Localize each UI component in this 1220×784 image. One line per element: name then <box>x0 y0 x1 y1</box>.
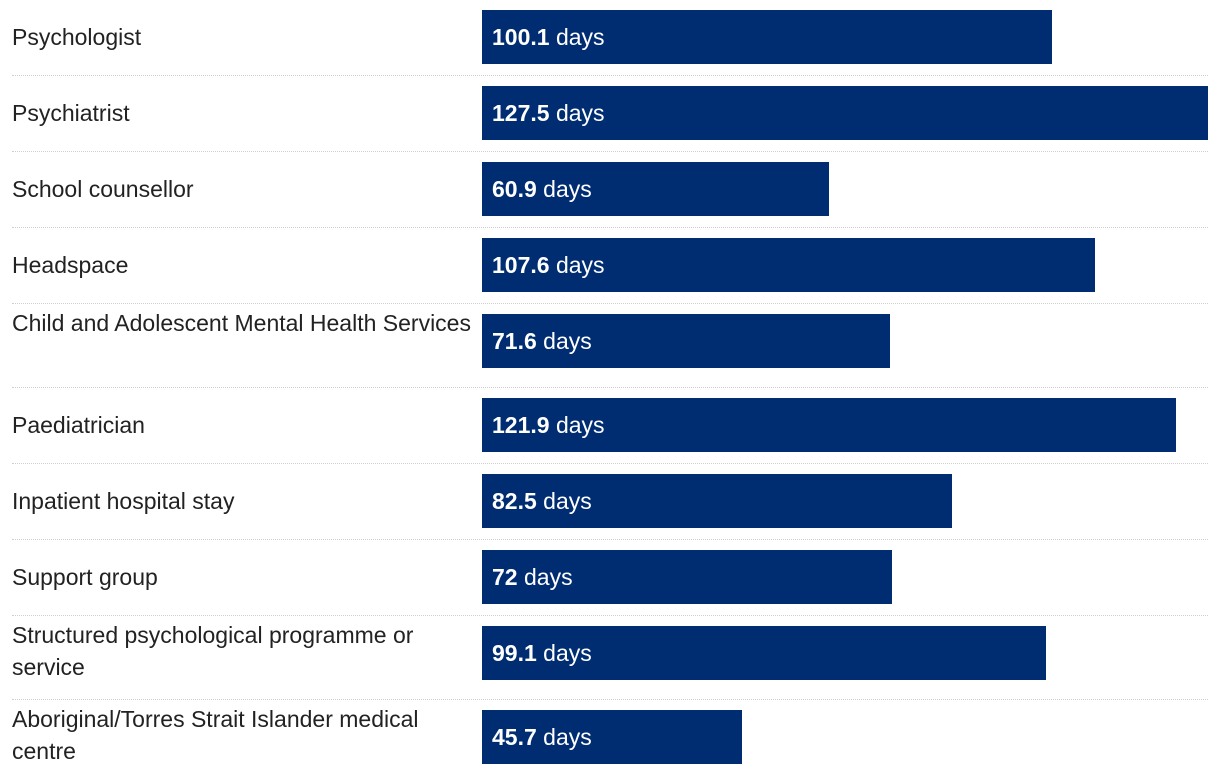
bar <box>482 10 1052 64</box>
chart-row: Psychiatrist 127.5 days <box>12 76 1208 152</box>
bar-unit: days <box>555 24 605 50</box>
bar-unit: days <box>555 100 605 126</box>
bar-value-label: 121.9 days <box>492 398 605 452</box>
bar <box>482 398 1176 452</box>
bar-unit: days <box>543 640 592 666</box>
bar-value-label: 107.6 days <box>492 238 605 292</box>
category-label: Paediatrician <box>12 412 145 438</box>
bar <box>482 710 742 764</box>
bar-value-label: 45.7 days <box>492 710 592 764</box>
bar-unit: days <box>555 412 605 438</box>
bar-value: 71.6 <box>492 328 537 354</box>
bar-value-label: 71.6 days <box>492 314 592 368</box>
category-label: Aboriginal/Torres Strait Islander medica… <box>12 706 419 764</box>
bar <box>482 86 1208 140</box>
bar-unit: days <box>555 252 605 278</box>
bar-value: 121.9 <box>492 412 550 438</box>
chart-row: Aboriginal/Torres Strait Islander medica… <box>12 700 1208 784</box>
bar-value-label: 100.1 days <box>492 10 605 64</box>
bar-value: 45.7 <box>492 724 537 750</box>
bar-value-label: 127.5 days <box>492 86 605 140</box>
bar-unit: days <box>543 724 592 750</box>
bar-unit: days <box>543 328 592 354</box>
category-label: Psychologist <box>12 24 142 50</box>
bar-unit: days <box>523 564 573 590</box>
bar <box>482 550 892 604</box>
bar-value-label: 82.5 days <box>492 474 592 528</box>
chart-row: Paediatrician 121.9 days <box>12 388 1208 464</box>
chart-row: Psychologist 100.1 days <box>12 0 1208 76</box>
bar-value: 127.5 <box>492 100 550 126</box>
bar <box>482 162 829 216</box>
bar-value-label: 72 days <box>492 550 573 604</box>
category-label: School counsellor <box>12 176 194 202</box>
chart-row: Support group 72 days <box>12 540 1208 616</box>
chart-row: Inpatient hospital stay 82.5 days <box>12 464 1208 540</box>
bar-value: 82.5 <box>492 488 537 514</box>
chart-row: Headspace 107.6 days <box>12 228 1208 304</box>
bar-value: 100.1 <box>492 24 550 50</box>
bar-value-label: 99.1 days <box>492 626 592 680</box>
bar-value: 72 <box>492 564 518 590</box>
bar-value: 60.9 <box>492 176 537 202</box>
bar <box>482 626 1046 680</box>
bar-value: 99.1 <box>492 640 537 666</box>
category-label: Structured psychological programme or se… <box>12 622 414 680</box>
chart-row: Structured psychological programme or se… <box>12 616 1208 700</box>
bar-value-label: 60.9 days <box>492 162 592 216</box>
category-label: Support group <box>12 564 158 590</box>
category-label: Child and Adolescent Mental Health Servi… <box>12 310 471 336</box>
bar <box>482 474 952 528</box>
chart-row: Child and Adolescent Mental Health Servi… <box>12 304 1208 388</box>
bar <box>482 238 1095 292</box>
category-label: Headspace <box>12 252 129 278</box>
bar-unit: days <box>543 488 592 514</box>
category-label: Inpatient hospital stay <box>12 488 235 514</box>
bar-unit: days <box>543 176 592 202</box>
bar <box>482 314 890 368</box>
chart-row: School counsellor 60.9 days <box>12 152 1208 228</box>
bar-value: 107.6 <box>492 252 550 278</box>
category-label: Psychiatrist <box>12 100 130 126</box>
